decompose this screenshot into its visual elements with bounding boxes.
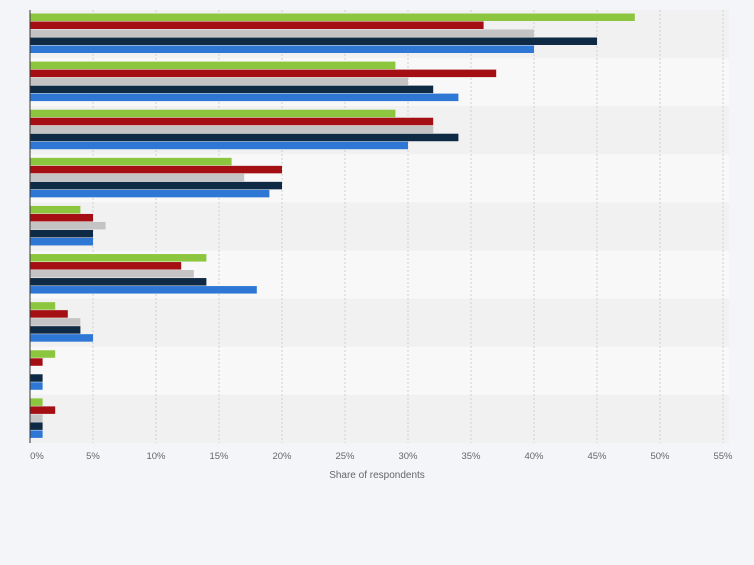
bar — [30, 173, 245, 182]
x-tick-label: 50% — [650, 451, 670, 462]
category-band — [30, 394, 729, 443]
x-axis-label: Share of respondents — [329, 470, 425, 481]
bar — [30, 414, 43, 422]
bar — [30, 205, 81, 214]
x-tick-label: 45% — [587, 451, 607, 462]
bar — [30, 77, 408, 86]
x-tick-label: 0% — [30, 451, 44, 462]
bar — [30, 350, 56, 358]
category-band — [30, 298, 729, 347]
bar — [30, 286, 257, 294]
x-tick-label: 20% — [272, 451, 292, 462]
bar — [30, 93, 459, 102]
bar — [30, 406, 56, 414]
x-tick-label: 25% — [335, 451, 355, 462]
bar — [30, 398, 43, 406]
bar — [30, 430, 43, 438]
bar — [30, 334, 93, 342]
bar — [30, 278, 207, 286]
bar — [30, 61, 396, 70]
bar — [30, 229, 93, 238]
bar — [30, 302, 56, 310]
bar — [30, 254, 207, 262]
bar — [30, 181, 282, 190]
bar — [30, 189, 270, 198]
bar — [30, 358, 43, 366]
bar — [30, 422, 43, 430]
bar — [30, 221, 106, 230]
bar-series — [30, 13, 635, 438]
bar — [30, 45, 534, 53]
category-band — [30, 202, 729, 251]
bar — [30, 213, 93, 222]
bar — [30, 21, 484, 29]
x-tick-label: 40% — [524, 451, 544, 462]
bar — [30, 157, 232, 166]
bar — [30, 374, 43, 382]
bar — [30, 13, 635, 21]
bar — [30, 125, 434, 134]
bar — [30, 237, 93, 246]
x-tick-label: 5% — [86, 451, 100, 462]
x-tick-label: 10% — [146, 451, 166, 462]
bar — [30, 270, 194, 278]
bar — [30, 117, 434, 126]
bar — [30, 69, 497, 78]
x-tick-label: 30% — [398, 451, 418, 462]
bar — [30, 310, 68, 318]
bar — [30, 85, 434, 94]
x-tick-label: 15% — [209, 451, 229, 462]
x-axis-ticks: 0% 5% 10% 15% 20% 25% 30% 35% 40% 45% 50% 55% — [30, 451, 733, 462]
bar — [30, 326, 81, 334]
x-tick-label: 55% — [713, 451, 733, 462]
bar — [30, 382, 43, 390]
bar — [30, 141, 408, 150]
bar — [30, 318, 81, 326]
bar — [30, 109, 396, 118]
bar — [30, 262, 182, 270]
category-band — [30, 346, 729, 395]
bar — [30, 29, 534, 37]
bar — [30, 165, 282, 174]
bar — [30, 133, 459, 142]
x-tick-label: 35% — [461, 451, 481, 462]
bar — [30, 37, 597, 45]
